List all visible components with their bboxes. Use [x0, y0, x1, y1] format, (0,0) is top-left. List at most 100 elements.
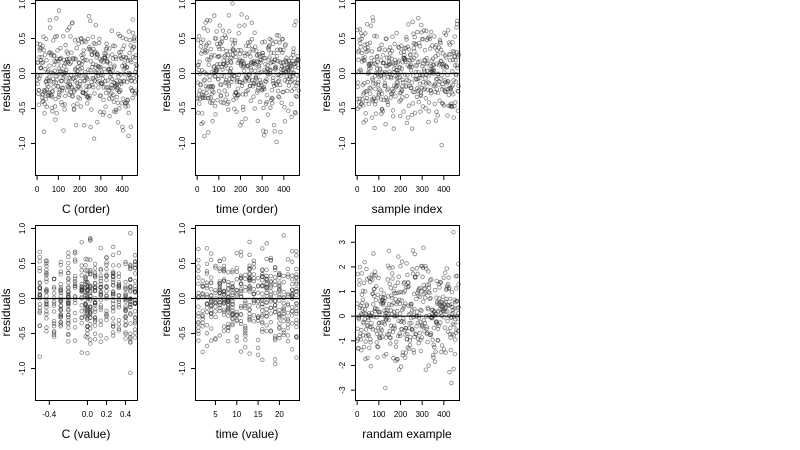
data-point: [395, 357, 400, 362]
data-point: [277, 275, 282, 280]
data-point: [41, 129, 47, 134]
data-point: [44, 329, 49, 334]
data-point: [294, 94, 300, 99]
data-point: [79, 286, 84, 291]
data-point: [207, 77, 212, 83]
data-point: [124, 79, 130, 85]
data-point: [364, 88, 369, 94]
data-point: [59, 88, 65, 93]
data-point: [360, 297, 365, 302]
data-point: [395, 83, 400, 88]
data-point: [281, 332, 286, 338]
data-point: [417, 59, 422, 64]
data-point: [83, 334, 88, 339]
data-point: [409, 112, 415, 118]
data-point: [93, 22, 98, 28]
data-point: [213, 74, 218, 79]
y-tick-label: -0.5: [178, 326, 187, 340]
data-point: [289, 259, 295, 265]
data-point: [79, 240, 84, 245]
data-point: [288, 74, 293, 80]
data-point: [400, 80, 406, 85]
data-point: [234, 265, 239, 271]
y-axis-label: residuals: [159, 288, 173, 336]
data-point: [417, 44, 423, 49]
data-point: [196, 290, 201, 296]
data-point: [120, 96, 126, 101]
data-point: [365, 323, 370, 328]
data-point: [260, 291, 265, 296]
data-point: [426, 363, 431, 368]
data-point: [42, 89, 47, 94]
data-point: [356, 57, 361, 62]
data-point: [242, 23, 247, 28]
data-point: [363, 327, 369, 332]
data-point: [77, 81, 83, 87]
data-point: [390, 265, 395, 270]
data-point: [272, 57, 278, 63]
data-point: [92, 288, 98, 294]
data-point: [388, 61, 393, 66]
data-point: [130, 30, 136, 35]
data-point: [82, 123, 87, 128]
data-point: [104, 288, 109, 294]
data-point: [51, 321, 57, 326]
data-point: [66, 295, 71, 300]
data-point: [230, 281, 235, 286]
data-point: [277, 280, 282, 285]
data-point: [66, 56, 72, 61]
data-point: [394, 30, 399, 36]
data-point: [212, 103, 218, 109]
data-point: [390, 108, 396, 113]
data-point: [58, 308, 63, 313]
data-point: [118, 49, 124, 55]
data-point: [444, 266, 450, 271]
data-point: [243, 328, 248, 333]
data-point: [110, 306, 116, 311]
data-point: [289, 101, 294, 107]
data-point: [128, 334, 133, 340]
data-point: [88, 304, 93, 309]
data-point: [63, 79, 69, 84]
data-point: [396, 254, 401, 259]
data-point: [239, 83, 245, 88]
data-point: [396, 290, 402, 295]
data-point: [373, 273, 378, 278]
x-tick-label: 100: [372, 185, 386, 194]
data-point: [414, 53, 419, 58]
data-point: [255, 314, 261, 319]
data-point: [277, 316, 282, 321]
data-point: [122, 71, 127, 77]
data-point: [128, 285, 133, 290]
data-point: [45, 68, 51, 73]
data-point: [371, 302, 376, 307]
data-point: [432, 344, 437, 350]
data-point: [58, 287, 63, 293]
data-point: [417, 330, 422, 336]
data-point: [104, 272, 109, 277]
data-point: [408, 335, 413, 340]
data-point: [113, 109, 119, 114]
data-point: [127, 37, 132, 43]
data-point: [111, 92, 116, 97]
data-point: [292, 86, 297, 91]
data-point: [44, 325, 49, 330]
data-point: [72, 251, 78, 256]
data-point: [101, 85, 107, 90]
data-point: [98, 293, 103, 298]
data-point: [129, 59, 134, 65]
y-tick-label: -2: [338, 361, 347, 369]
data-point: [419, 308, 424, 313]
data-point: [226, 308, 231, 313]
data-point: [368, 65, 373, 71]
data-point: [207, 74, 212, 79]
data-point: [85, 312, 90, 317]
data-point: [221, 328, 227, 333]
data-point: [85, 257, 90, 262]
data-point: [274, 53, 280, 59]
data-point: [115, 100, 121, 105]
data-point: [381, 353, 387, 359]
data-point: [277, 82, 283, 88]
data-point: [83, 279, 88, 284]
data-point: [123, 304, 128, 309]
